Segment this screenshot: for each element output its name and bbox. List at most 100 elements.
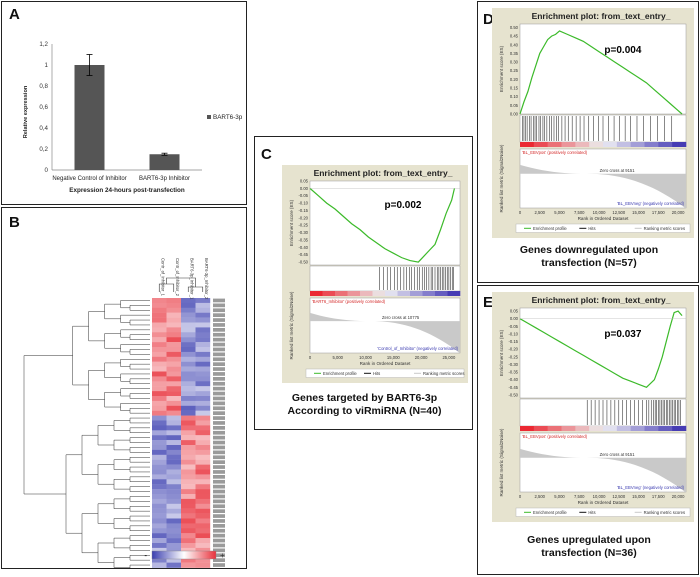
- heatmap-cell: [166, 298, 182, 304]
- row-dendrogram: [104, 392, 121, 408]
- gene-label-stripe: [213, 440, 225, 445]
- rank-color-bar: [658, 426, 673, 431]
- gene-label-stripe: [213, 484, 225, 489]
- gene-label-stripe: [213, 381, 225, 386]
- row-dendrogram: [129, 437, 150, 443]
- heatmap-cell: [195, 307, 211, 313]
- heatmap-cell: [166, 425, 182, 431]
- heatmap-cell: [195, 454, 211, 460]
- rank-color-bar: [575, 142, 590, 147]
- heatmap-cell: [152, 440, 167, 446]
- heatmap-cell: [152, 567, 167, 568]
- y-tick-label: 1,2: [39, 41, 48, 48]
- rank-color-bar: [603, 142, 618, 147]
- heatmap-cell: [181, 498, 196, 504]
- x-tick-label: 20,000: [672, 494, 685, 499]
- row-dendrogram: [129, 506, 150, 512]
- plot-title: Enrichment plot: from_text_entry_: [532, 11, 671, 21]
- y-tick-label: 0.00: [510, 112, 519, 117]
- heatmap-cell: [166, 351, 182, 357]
- heatmap-cell: [152, 469, 167, 475]
- heatmap-cell: [166, 435, 182, 441]
- heatmap-cell: [166, 415, 182, 421]
- heatmap-cell: [166, 459, 182, 465]
- row-dendrogram: [129, 349, 150, 355]
- heatmap-cell: [166, 533, 182, 539]
- gene-label-stripe: [213, 553, 225, 558]
- row-dendrogram: [129, 393, 150, 399]
- gene-label-stripe: [213, 367, 225, 371]
- y-tick-label: 0,4: [39, 125, 48, 132]
- heatmap-cell: [166, 327, 182, 333]
- x-axis-title: Rank in Ordered Dataset: [578, 216, 630, 221]
- gene-label-stripe: [213, 313, 225, 317]
- x-axis-title: Rank in Ordered Dataset: [360, 361, 412, 366]
- y-tick-label: 0.15: [510, 86, 519, 91]
- heatmap-cell: [152, 454, 167, 460]
- heatmap-cell: [152, 513, 167, 519]
- x-tick-label: 2,500: [535, 210, 546, 215]
- caption-line: Genes upregulated upon: [527, 534, 651, 546]
- heatmap-cell: [152, 371, 167, 377]
- row-dendrogram: [88, 370, 105, 400]
- y-tick-label: -0.35: [298, 237, 308, 242]
- gene-label-stripe: [213, 435, 225, 440]
- heatmap-cell: [195, 337, 211, 343]
- heatmap-cell: [166, 396, 182, 402]
- row-dendrogram: [129, 417, 150, 424]
- heatmap-cell: [195, 513, 211, 519]
- heatmap-cell: [195, 376, 211, 382]
- y-tick-label: 0.05: [510, 103, 519, 108]
- legend-box: [305, 368, 465, 378]
- gene-label-stripe: [213, 386, 225, 391]
- heatmap-cell: [195, 543, 211, 549]
- heatmap-cell: [166, 317, 182, 323]
- heatmap-cell: [152, 327, 167, 333]
- heatmap-cell: [152, 479, 167, 485]
- row-dendrogram: [97, 542, 114, 563]
- heatmap-cell: [166, 498, 182, 504]
- panel-label: B: [9, 214, 20, 231]
- row-dendrogram: [113, 459, 130, 470]
- heatmap-cell: [166, 479, 182, 485]
- heatmap-cell: [195, 489, 211, 495]
- heatmap-cell: [181, 513, 196, 519]
- rank-color-bar: [335, 291, 348, 296]
- x-tick-label: 10,000: [593, 494, 606, 499]
- heatmap-cell: [152, 391, 167, 397]
- heatmap-cell: [152, 562, 167, 568]
- gene-label-stripe: [213, 401, 225, 406]
- legend-label: Enrichment profile: [533, 510, 567, 515]
- legend-label: BART6-3p: [213, 114, 243, 121]
- heatmap-cell: [152, 528, 167, 534]
- heatmap-cell: [152, 420, 167, 426]
- zero-cross-label: Zero cross at 10775: [382, 315, 420, 320]
- heatmap-cell: [195, 361, 211, 367]
- y-tick-label: 1: [45, 62, 49, 69]
- legend-label: Hits: [588, 510, 595, 515]
- gene-label-stripe: [213, 450, 225, 455]
- heatmap-cell: [181, 312, 196, 318]
- heatmap-cell: [152, 557, 167, 563]
- heatmap-cell: [152, 538, 167, 544]
- panel-caption: Genes downregulated upon transfection (N…: [478, 244, 700, 270]
- heatmap-cell: [166, 307, 182, 313]
- x-axis-title: Rank in Ordered Dataset: [578, 500, 630, 505]
- heatmap-cell: [181, 518, 196, 524]
- row-dendrogram: [113, 479, 130, 490]
- es-panel: [519, 307, 687, 399]
- x-tick-label: 20,000: [672, 210, 685, 215]
- row-dendrogram: [129, 545, 150, 551]
- y-tick-label: 0.45: [510, 34, 519, 39]
- heatmap-cell: [195, 498, 211, 504]
- legend-label: Ranking metric scores: [423, 371, 464, 376]
- y-tick-label: -0.50: [298, 260, 308, 265]
- heatmap-cell: [181, 366, 196, 372]
- zero-cross-label: Zero cross at 9151: [600, 452, 636, 457]
- row-dendrogram: [129, 525, 150, 531]
- heatmap-cell: [181, 484, 196, 490]
- heatmap-cell: [152, 366, 167, 372]
- rank-color-bar: [310, 291, 323, 296]
- zero-cross-label: Zero cross at 9151: [600, 168, 636, 173]
- heatmap-cell: [166, 337, 182, 343]
